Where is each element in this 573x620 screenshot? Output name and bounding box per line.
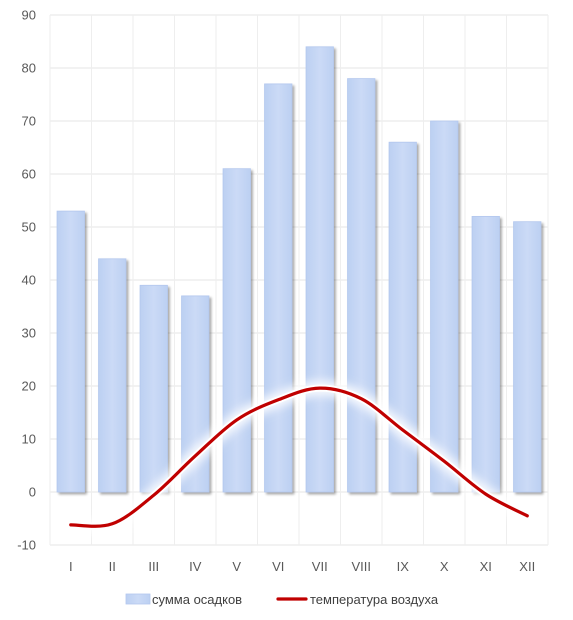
x-tick-label: XI (480, 559, 492, 574)
bar-I (56, 210, 85, 493)
x-tick-label: III (148, 559, 159, 574)
bar-XII (513, 221, 542, 493)
x-tick-label: VII (312, 559, 328, 574)
y-tick-label: 90 (22, 8, 36, 23)
y-tick-label: 70 (22, 114, 36, 129)
x-tick-label: IV (189, 559, 202, 574)
x-axis-ticks: I II III IV V VI VII VIII IX X XI XII (69, 559, 535, 574)
y-tick-label: -10 (17, 538, 36, 553)
bar-X (430, 120, 459, 493)
legend: сумма осадков температура воздуха (125, 592, 439, 607)
x-tick-label: I (69, 559, 73, 574)
bar-III (139, 284, 168, 493)
temperature-line (63, 381, 535, 534)
bar-VI (264, 83, 293, 493)
y-axis-ticks: 90 80 70 60 50 40 30 20 10 0 -10 (17, 8, 36, 553)
x-tick-label: XII (519, 559, 535, 574)
y-tick-label: 60 (22, 167, 36, 182)
legend-swatch-bars (125, 593, 151, 605)
x-tick-label: II (109, 559, 116, 574)
y-tick-label: 20 (22, 379, 36, 394)
legend-label-temperature: температура воздуха (310, 592, 439, 607)
bar-XI (471, 215, 500, 493)
x-tick-label: X (440, 559, 449, 574)
bar-VIII (347, 78, 376, 493)
legend-label-precipitation: сумма осадков (152, 592, 242, 607)
bar-V (222, 168, 251, 493)
x-tick-label: V (232, 559, 241, 574)
x-tick-label: VIII (351, 559, 371, 574)
y-tick-label: 50 (22, 220, 36, 235)
bar-VII (305, 46, 334, 493)
gridlines (49, 14, 549, 546)
bar-II (98, 258, 127, 493)
y-tick-label: 10 (22, 432, 36, 447)
x-tick-label: VI (272, 559, 284, 574)
y-tick-label: 0 (29, 485, 36, 500)
y-tick-label: 80 (22, 61, 36, 76)
temperature-line-path (69, 386, 529, 528)
y-tick-label: 40 (22, 273, 36, 288)
x-tick-label: IX (397, 559, 410, 574)
y-tick-label: 30 (22, 326, 36, 341)
